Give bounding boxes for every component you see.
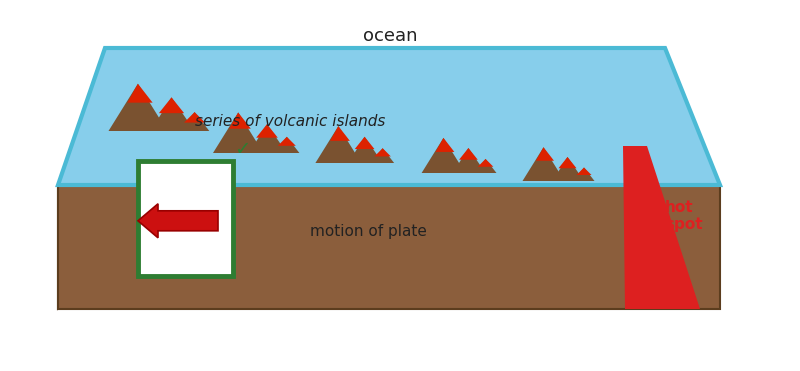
- Polygon shape: [249, 124, 287, 153]
- Polygon shape: [330, 126, 350, 141]
- Polygon shape: [436, 138, 454, 152]
- Polygon shape: [536, 147, 554, 161]
- Polygon shape: [278, 137, 296, 146]
- FancyBboxPatch shape: [138, 161, 233, 276]
- Polygon shape: [577, 167, 591, 175]
- Polygon shape: [553, 157, 584, 181]
- Polygon shape: [274, 137, 299, 153]
- Text: ✓: ✓: [234, 140, 250, 159]
- Polygon shape: [623, 146, 700, 309]
- Polygon shape: [422, 138, 466, 173]
- Polygon shape: [474, 159, 497, 173]
- Polygon shape: [453, 148, 486, 173]
- Polygon shape: [371, 148, 394, 163]
- FancyArrow shape: [138, 204, 218, 238]
- Text: series of volcanic islands: series of volcanic islands: [195, 114, 385, 128]
- Polygon shape: [58, 48, 720, 185]
- Polygon shape: [109, 84, 167, 131]
- Polygon shape: [558, 157, 577, 168]
- Polygon shape: [213, 112, 263, 153]
- Polygon shape: [127, 84, 153, 103]
- Polygon shape: [230, 112, 251, 129]
- Polygon shape: [256, 124, 278, 138]
- Polygon shape: [354, 137, 374, 149]
- Polygon shape: [159, 98, 184, 113]
- Text: ocean: ocean: [362, 27, 418, 45]
- Polygon shape: [180, 112, 210, 131]
- Polygon shape: [374, 148, 391, 157]
- Polygon shape: [574, 167, 594, 181]
- Polygon shape: [478, 159, 494, 167]
- Polygon shape: [522, 147, 565, 181]
- Polygon shape: [184, 112, 205, 122]
- Polygon shape: [58, 48, 105, 309]
- Polygon shape: [348, 137, 382, 163]
- Text: hot
spot: hot spot: [665, 200, 702, 232]
- Polygon shape: [459, 148, 478, 160]
- Text: motion of plate: motion of plate: [310, 223, 427, 239]
- Polygon shape: [315, 126, 362, 163]
- Polygon shape: [58, 185, 720, 309]
- Polygon shape: [150, 98, 194, 131]
